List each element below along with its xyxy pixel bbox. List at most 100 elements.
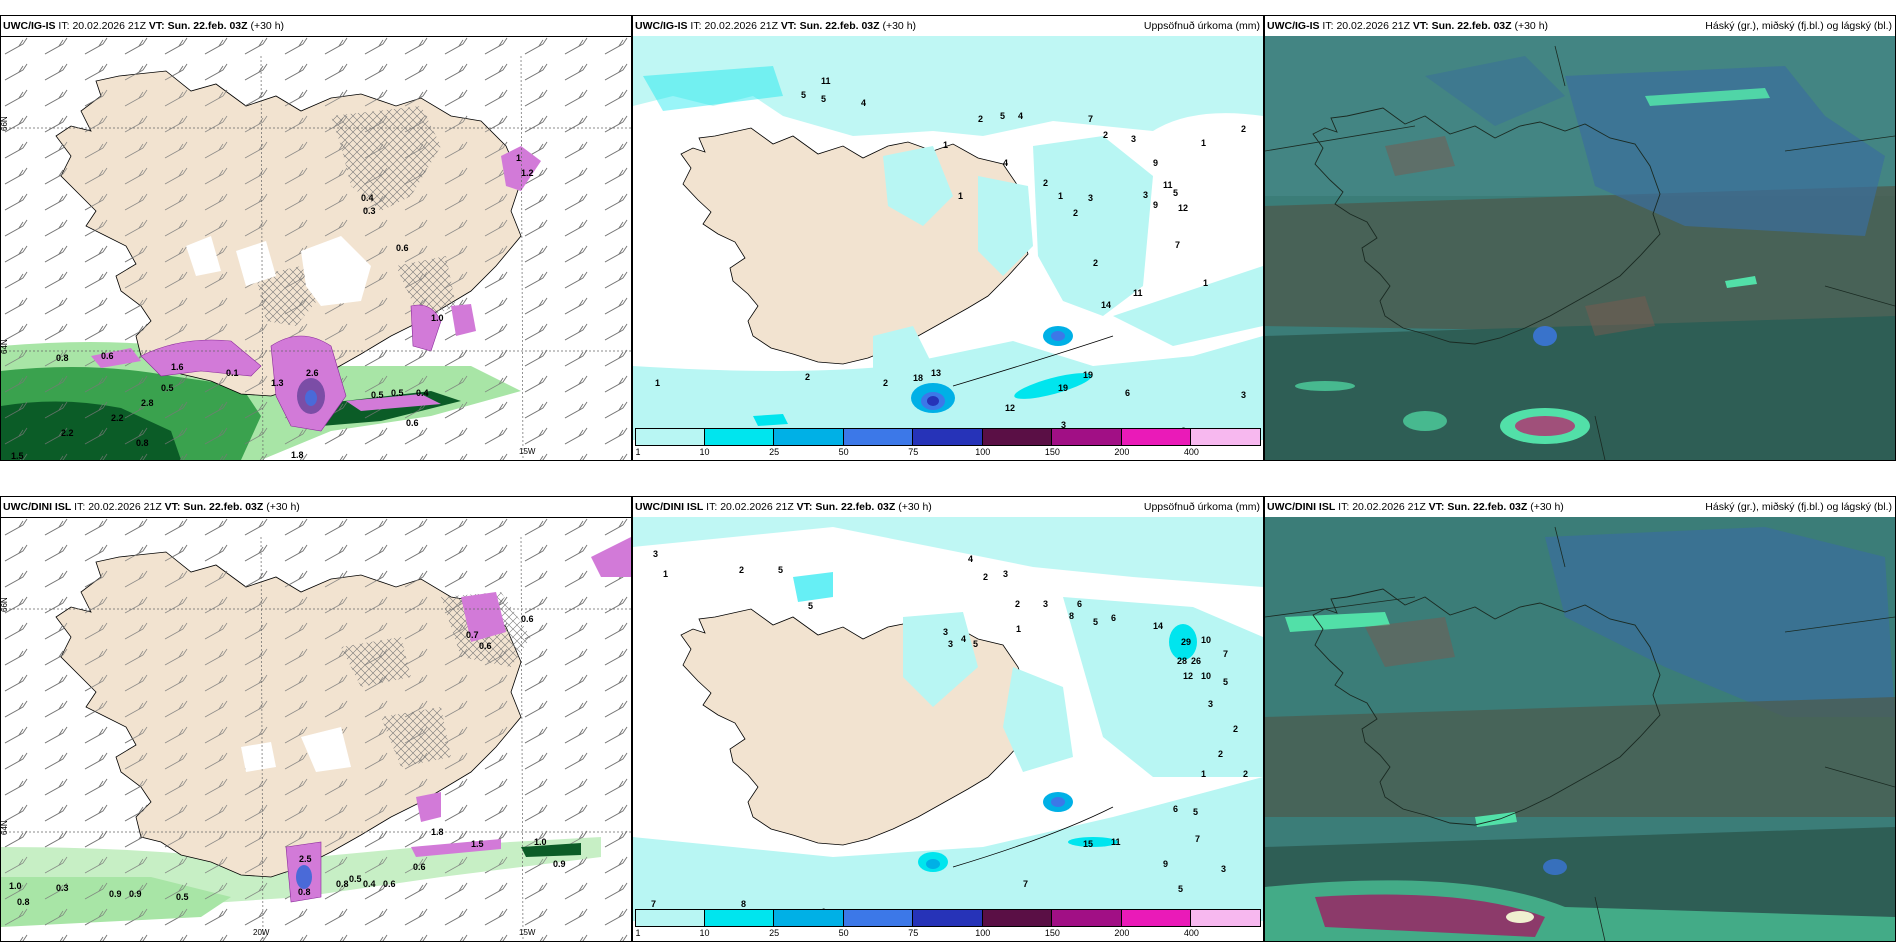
colorbar-swatch	[982, 909, 1053, 927]
value-label: 3	[1043, 599, 1048, 609]
value-label: 19	[1058, 383, 1068, 393]
colorbar-tick: 25	[769, 447, 780, 457]
svg-text:20W: 20W	[253, 928, 270, 937]
value-label: 9	[1153, 200, 1158, 210]
value-label: 5	[801, 90, 806, 100]
value-label: 5	[1193, 807, 1198, 817]
panel-title: Háský (gr.), miðský (fj.bl.) og lágský (…	[1705, 501, 1892, 513]
value-label: 3	[1088, 193, 1093, 203]
map-area[interactable]: 66N 64N 15W 0.8 1.5 2.2 2.2 2.8 0.8 0.5 …	[1, 36, 631, 460]
value-label: 2	[1093, 258, 1098, 268]
value-label: 2	[1043, 178, 1048, 188]
value-label: 5	[973, 639, 978, 649]
value-label: 2	[883, 378, 888, 388]
map-area[interactable]	[1265, 36, 1895, 460]
value-label: 0.9	[553, 859, 566, 869]
value-label: 1	[663, 569, 668, 579]
value-label: 8	[741, 899, 746, 909]
value-label: 1.8	[291, 450, 304, 460]
value-label: 2	[983, 572, 988, 582]
value-label: 9	[1163, 859, 1168, 869]
value-label: 2.6	[306, 368, 319, 378]
colorbar-swatch	[1052, 428, 1122, 446]
colorbar-swatch	[913, 428, 983, 446]
value-label: 5	[808, 601, 813, 611]
value-label: 0.6	[383, 879, 396, 889]
panel-header: UWC/DINI ISL IT: 20.02.2026 21Z VT: Sun.…	[1, 497, 631, 518]
colorbar-swatch	[635, 909, 705, 927]
colorbar-tick: 400	[1183, 928, 1199, 938]
value-label: 0.6	[413, 862, 426, 872]
svg-text:64N: 64N	[1, 820, 9, 835]
value-label: 2	[1241, 124, 1246, 134]
value-label: 2	[1218, 749, 1223, 759]
value-label: 6	[1125, 388, 1130, 398]
value-label: 0.6	[406, 418, 419, 428]
value-label: 4	[1003, 158, 1008, 168]
colorbar-tick: 150	[1044, 928, 1060, 938]
colorbar-tick: 1	[635, 447, 641, 457]
value-label: 0.8	[17, 897, 30, 907]
colorbar-swatch	[843, 909, 914, 927]
colorbar-swatch	[774, 909, 844, 927]
value-label: 11	[821, 76, 831, 86]
value-label: 1	[655, 378, 660, 388]
panel-title: Háský (gr.), miðský (fj.bl.) og lágský (…	[1705, 20, 1892, 32]
value-label: 0.5	[176, 892, 189, 902]
value-label: 2	[1233, 724, 1238, 734]
value-label: 7	[1175, 240, 1180, 250]
value-label: 6	[1077, 599, 1082, 609]
colorbar-swatch	[774, 428, 844, 446]
colorbar-tick: 25	[769, 928, 780, 938]
value-label: 3	[1061, 420, 1066, 430]
map-area[interactable]: 11 5 5 4 1 2 5 4 7 3 2 1 4 2 9 3 1 2 3 1…	[633, 36, 1263, 460]
value-label: 7	[1023, 879, 1028, 889]
value-label: 1.5	[11, 451, 24, 460]
value-label: 0.9	[109, 889, 122, 899]
panel-title: Uppsöfnuð úrkoma (mm)	[1143, 20, 1260, 32]
value-label: 2.2	[61, 428, 74, 438]
value-label: 2	[739, 565, 744, 575]
map-area[interactable]	[1265, 517, 1895, 941]
value-label: 0.8	[298, 887, 311, 897]
value-label: 1.2	[521, 168, 534, 178]
panel-igis-wind-precip: UWC/IG-IS IT: 20.02.2026 21Z VT: Sun. 22…	[0, 15, 632, 461]
value-label: 0.8	[136, 438, 149, 448]
value-label: 0.5	[391, 388, 404, 398]
value-label: 4	[961, 634, 966, 644]
colorbar-swatch	[1121, 909, 1192, 927]
value-label: 4	[861, 98, 866, 108]
value-label: 14	[1153, 621, 1163, 631]
value-label: 0.3	[56, 883, 69, 893]
value-label: 0.3	[363, 206, 376, 216]
colorbar-tick: 100	[975, 447, 991, 457]
panel-dini-accum-precip: UWC/DINI ISL IT: 20.02.2026 21Z VT: Sun.…	[632, 496, 1264, 942]
colorbar-tick: 200	[1114, 928, 1130, 938]
colorbar-tick: 100	[975, 928, 991, 938]
value-label: 14	[1101, 300, 1111, 310]
map-area[interactable]: 66N 64N 20W 15W 1.0 0.8 0.3 0.9 0.9 0.5 …	[1, 517, 631, 941]
value-label: 2.5	[299, 854, 312, 864]
panel-header: UWC/IG-IS IT: 20.02.2026 21Z VT: Sun. 22…	[1, 16, 631, 37]
value-label: 0.4	[361, 193, 374, 203]
colorbar: 1 10 25 50 75 100 150 200 400	[635, 909, 1261, 939]
panel-header: UWC/DINI ISL IT: 20.02.2026 21Z VT: Sun.…	[633, 497, 1263, 518]
value-label: 12	[1005, 403, 1015, 413]
colorbar-tick: 10	[699, 928, 710, 938]
panel-title: Uppsöfnuð úrkoma (mm)	[1143, 501, 1260, 513]
value-label: 0.8	[336, 879, 349, 889]
colorbar: 1 10 25 50 75 100 150 200 400	[635, 428, 1261, 458]
value-label: 3	[943, 627, 948, 637]
value-label: 3	[1221, 864, 1226, 874]
panel-igis-cloud-cover: UWC/IG-IS IT: 20.02.2026 21Z VT: Sun. 22…	[1264, 15, 1896, 461]
value-label: 8	[1069, 611, 1074, 621]
value-label: 2	[1015, 599, 1020, 609]
value-label: 13	[931, 368, 941, 378]
colorbar-swatch	[843, 428, 914, 446]
value-label: 0.6	[396, 243, 409, 253]
value-label: 2	[1103, 130, 1108, 140]
value-label: 1.8	[431, 827, 444, 837]
value-label: 0.8	[56, 353, 69, 363]
map-area[interactable]: 3 1 2 5 5 4 2 3 3 4 3 5 1 2 3 6 5 8 6 14…	[633, 517, 1263, 941]
svg-text:15W: 15W	[519, 928, 536, 937]
